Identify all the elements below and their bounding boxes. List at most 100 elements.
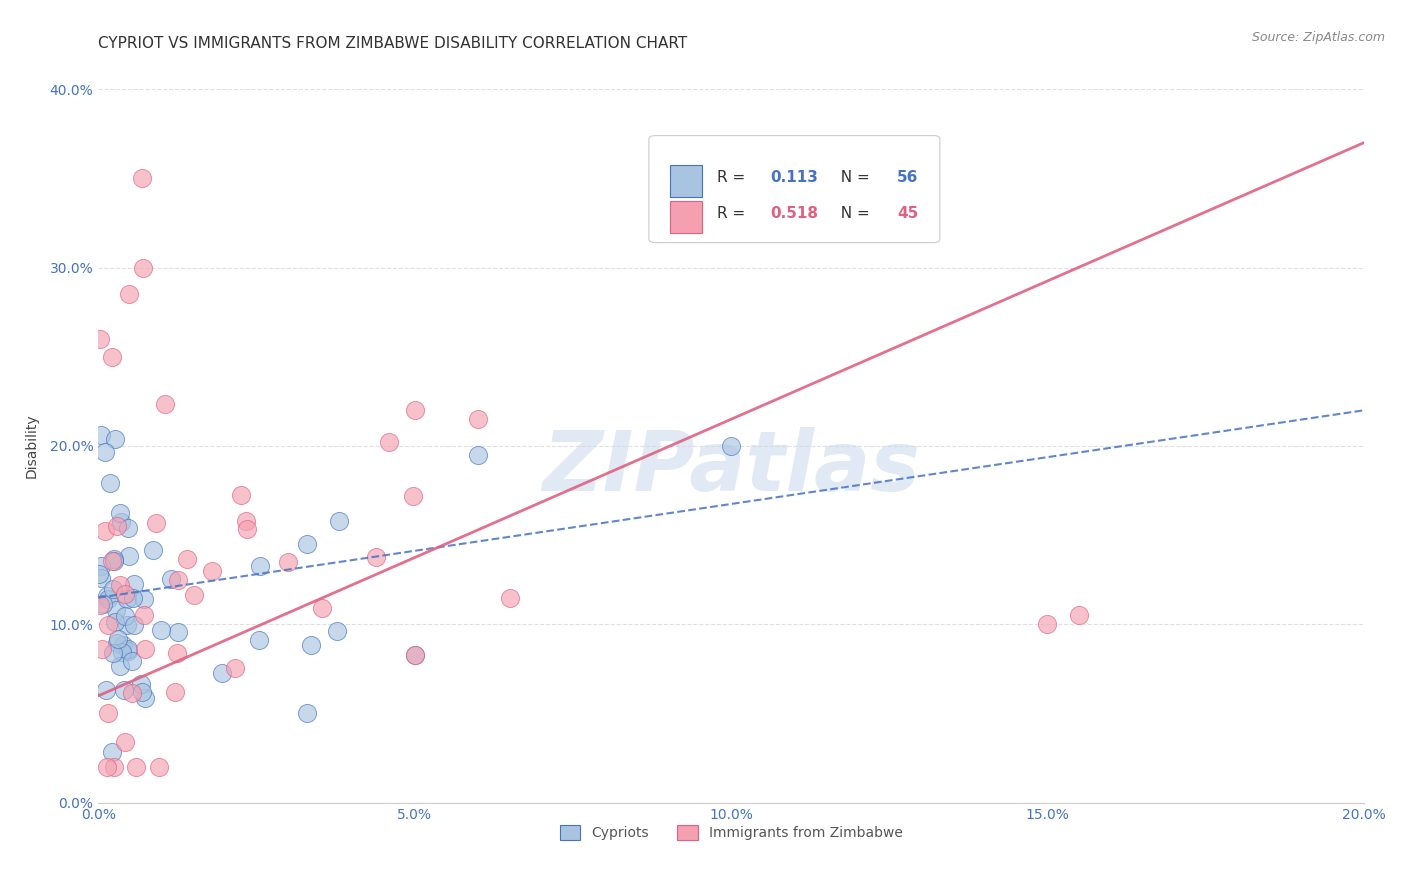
Point [90, 558, 112, 573]
Point [402, 489, 425, 503]
Text: 0.113: 0.113 [770, 169, 818, 185]
Point [100, 476, 122, 491]
Point [108, 659, 131, 673]
FancyBboxPatch shape [648, 136, 941, 243]
Point [131, 171, 153, 186]
Point [118, 549, 141, 563]
Point [211, 665, 233, 680]
Point [249, 559, 271, 574]
Point [131, 685, 153, 699]
Point [201, 564, 224, 578]
Point [118, 287, 141, 301]
Point [378, 435, 401, 450]
Point [163, 685, 186, 699]
Point [176, 551, 198, 566]
Point [122, 618, 145, 632]
Point [101, 746, 124, 760]
Point [297, 537, 319, 551]
Point [117, 644, 139, 658]
Point [224, 661, 246, 675]
Point [325, 624, 347, 638]
Point [277, 555, 299, 569]
Point [166, 646, 188, 660]
Point [89, 598, 111, 612]
Text: R =: R = [717, 205, 751, 220]
Point [93, 524, 115, 538]
Y-axis label: Disability: Disability [24, 414, 38, 478]
Text: 56: 56 [897, 169, 918, 185]
Bar [671, 165, 702, 197]
Point [467, 412, 489, 426]
Point [114, 587, 136, 601]
Point [131, 260, 153, 275]
Point [131, 677, 153, 691]
Point [114, 734, 136, 748]
Point [311, 601, 333, 615]
Point [132, 591, 155, 606]
Point [134, 690, 156, 705]
Point [229, 488, 252, 502]
Point [89, 571, 111, 585]
Point [236, 522, 259, 536]
Point [328, 514, 350, 528]
Point [110, 515, 132, 529]
Point [121, 686, 143, 700]
Point [104, 602, 127, 616]
Point [104, 432, 127, 446]
Point [108, 506, 131, 520]
Point [112, 639, 135, 653]
Point [90, 427, 112, 442]
Point [96, 589, 118, 603]
Point [122, 591, 145, 606]
Point [1036, 617, 1059, 632]
Point [153, 397, 176, 411]
Point [160, 572, 183, 586]
Point [404, 648, 426, 662]
Point [117, 642, 139, 657]
Point [91, 597, 114, 611]
Point [404, 403, 426, 417]
Point [1067, 608, 1090, 623]
Point [103, 760, 125, 774]
Text: CYPRIOT VS IMMIGRANTS FROM ZIMBABWE DISABILITY CORRELATION CHART: CYPRIOT VS IMMIGRANTS FROM ZIMBABWE DISA… [98, 36, 688, 51]
Text: 45: 45 [897, 205, 918, 220]
Point [103, 552, 125, 566]
Point [115, 618, 138, 632]
Point [498, 591, 520, 605]
Text: R =: R = [717, 169, 751, 185]
Text: 0.518: 0.518 [770, 205, 818, 220]
Point [97, 618, 120, 632]
Point [89, 332, 111, 346]
Point [235, 514, 257, 528]
Point [125, 760, 148, 774]
Point [105, 518, 128, 533]
Point [132, 608, 155, 623]
Point [404, 648, 426, 662]
Point [183, 588, 205, 602]
Point [97, 706, 120, 721]
Bar [671, 201, 702, 233]
Text: Source: ZipAtlas.com: Source: ZipAtlas.com [1251, 31, 1385, 45]
Point [117, 521, 139, 535]
Point [299, 638, 322, 652]
Point [101, 350, 124, 364]
Legend: Cypriots, Immigrants from Zimbabwe: Cypriots, Immigrants from Zimbabwe [554, 820, 908, 846]
Point [114, 609, 136, 624]
Point [96, 760, 118, 774]
Point [149, 623, 172, 637]
Point [112, 682, 135, 697]
Point [122, 577, 145, 591]
Point [295, 706, 318, 720]
Point [145, 516, 167, 530]
Point [167, 625, 190, 640]
Point [467, 448, 489, 462]
Point [103, 646, 125, 660]
Point [111, 645, 134, 659]
Point [104, 615, 127, 630]
Point [247, 632, 270, 647]
Point [134, 642, 156, 657]
Text: N =: N = [831, 205, 875, 220]
Point [108, 577, 131, 591]
Text: N =: N = [831, 169, 875, 185]
Point [720, 439, 742, 453]
